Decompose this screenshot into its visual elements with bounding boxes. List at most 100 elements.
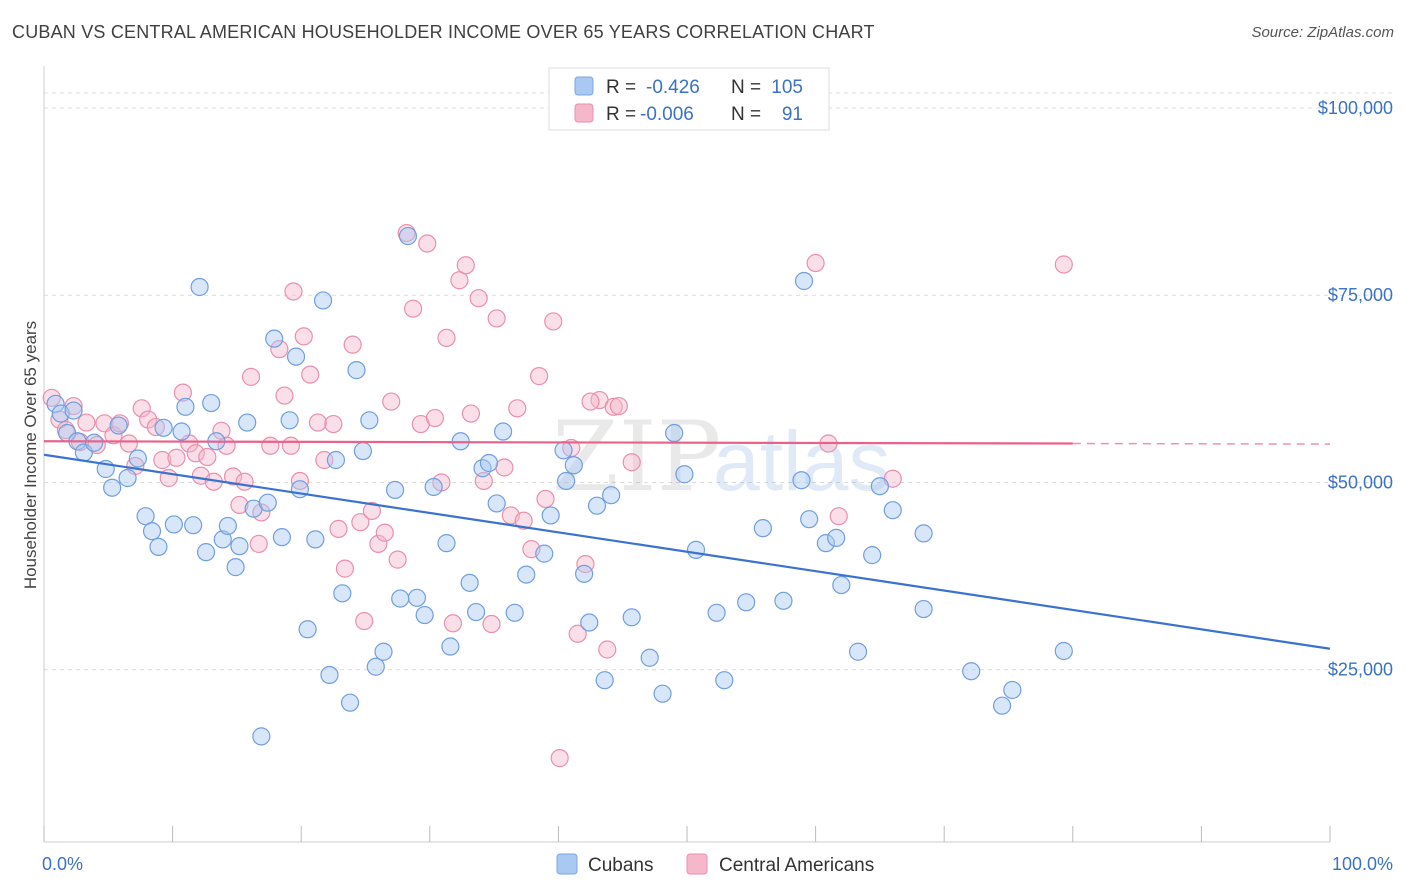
data-point [829, 507, 848, 526]
data-point [544, 312, 563, 331]
data-point [388, 550, 407, 569]
data-point [792, 471, 811, 490]
data-point [564, 456, 583, 475]
data-point [557, 471, 576, 491]
data-point [450, 271, 469, 290]
legend-swatch-cubans [574, 76, 594, 96]
data-point [800, 510, 819, 529]
legend-n-value-1: 105 [771, 77, 803, 98]
data-point [275, 386, 294, 405]
data-point [280, 411, 299, 430]
data-point [369, 534, 388, 553]
data-point [753, 519, 772, 538]
data-point [270, 340, 289, 359]
data-point [495, 458, 514, 477]
data-point [441, 637, 460, 656]
data-point [415, 605, 434, 625]
data-point [535, 544, 554, 563]
data-point [366, 657, 385, 676]
data-point [397, 223, 416, 243]
data-point [466, 602, 486, 622]
data-point [362, 501, 382, 521]
data-point [343, 335, 362, 354]
data-point [602, 486, 621, 505]
data-point [340, 693, 360, 712]
data-point [272, 528, 292, 547]
bottom-legend-swatch-central-americans [686, 853, 708, 875]
data-point [424, 477, 443, 497]
data-point [167, 448, 186, 467]
data-point [863, 546, 882, 565]
data-point [249, 534, 268, 553]
data-point [992, 696, 1012, 715]
data-point [437, 328, 456, 348]
data-point [382, 392, 401, 411]
data-point [581, 392, 600, 411]
data-point [118, 468, 137, 488]
y-tick-label: $100,000 [1318, 98, 1393, 118]
data-point [85, 433, 104, 452]
data-point [530, 367, 549, 386]
bottom-legend-central-americans: Central Americans [719, 855, 874, 876]
data-point [218, 516, 237, 536]
data-point [306, 530, 325, 549]
data-point [604, 397, 623, 416]
y-axis-title: Householder Income Over 65 years [21, 321, 40, 589]
data-point [335, 559, 355, 578]
trend-line-cubans [43, 453, 1331, 650]
data-point [360, 411, 379, 430]
data-point [176, 397, 195, 416]
data-point [794, 271, 814, 291]
data-point [554, 441, 573, 460]
data-point [407, 588, 427, 607]
data-point [550, 749, 569, 768]
data-point [235, 472, 254, 491]
data-point [914, 599, 933, 619]
data-point [77, 413, 96, 432]
data-point [184, 516, 203, 535]
data-point [198, 447, 217, 467]
x-tick-label-max: 100.0% [1332, 854, 1393, 874]
data-point [265, 329, 284, 348]
data-point [132, 399, 151, 418]
y-tick-label: $75,000 [1328, 285, 1393, 305]
data-point [587, 496, 607, 515]
x-tick-labels: 0.0% 100.0% [42, 854, 1393, 874]
data-point [391, 589, 410, 608]
data-point [226, 558, 245, 577]
data-point [461, 404, 481, 423]
data-point [469, 289, 488, 308]
data-point [514, 511, 533, 530]
data-point [213, 530, 232, 549]
data-point [298, 620, 317, 639]
legend-r-value-2: -0.006 [640, 104, 694, 125]
data-point [487, 494, 506, 513]
data-point [173, 383, 192, 402]
x-tick-label-min: 0.0% [42, 854, 83, 874]
data-point [460, 573, 479, 592]
data-point [443, 614, 463, 633]
data-point [149, 537, 168, 556]
data-point [737, 593, 756, 612]
bottom-legend-swatch-cubans [556, 853, 578, 875]
data-point [418, 234, 437, 253]
data-point [403, 299, 423, 318]
data-point [375, 523, 394, 542]
data-point [351, 513, 370, 532]
axes [43, 66, 1331, 843]
data-point [308, 413, 328, 432]
data-point [385, 480, 405, 500]
watermark-atlas: atlas [713, 414, 890, 508]
legend-swatch-central-americans [574, 103, 594, 123]
data-point [962, 662, 981, 681]
data-point [575, 564, 594, 583]
data-point [223, 467, 243, 486]
y-tick-label: $50,000 [1328, 472, 1393, 492]
data-point [598, 640, 617, 659]
data-point [816, 534, 835, 553]
data-point [479, 453, 499, 473]
data-point [139, 410, 158, 429]
data-point [665, 423, 684, 443]
data-point [320, 665, 339, 685]
